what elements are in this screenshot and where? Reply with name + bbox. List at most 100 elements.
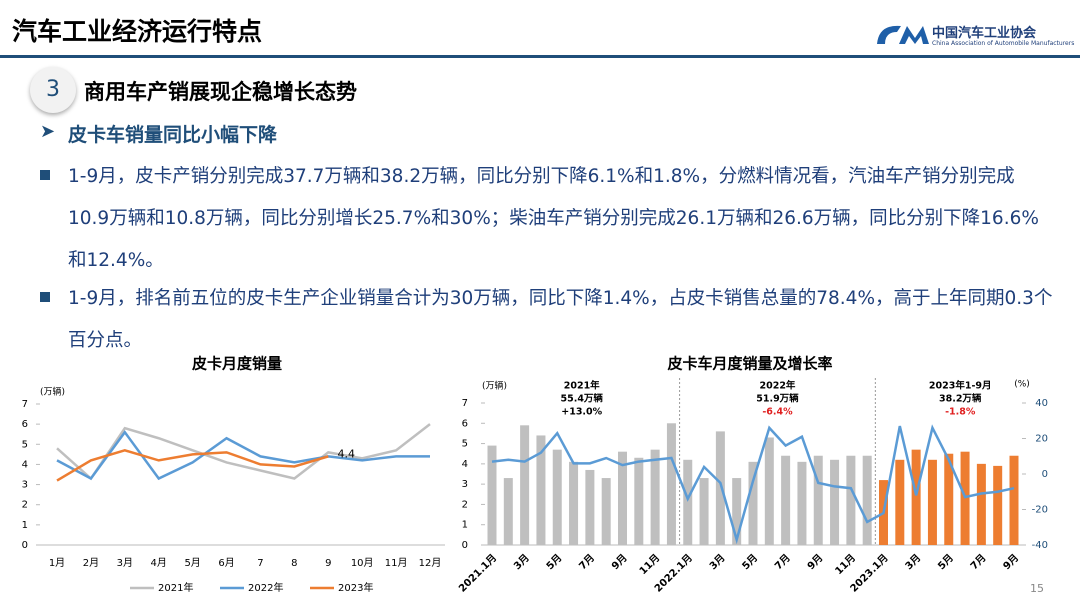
x-tick-label: 2月 (83, 557, 99, 569)
bar (715, 431, 725, 545)
line (56, 449, 329, 482)
annotation-year: 2022年 (759, 380, 795, 392)
growth-line (491, 424, 1015, 545)
annotation-growth: +13.0% (561, 407, 602, 418)
header-title: 汽车工业经济运行特点 (12, 17, 263, 46)
chart-title: 皮卡月度销量 (192, 355, 282, 373)
bar (993, 465, 1003, 545)
bar (781, 455, 791, 545)
x-tick-label: 3月 (707, 552, 727, 572)
page-number: 15 (1030, 582, 1044, 595)
x-tick-label: 7月 (772, 552, 792, 572)
bar (699, 478, 709, 545)
y-tick-label: 4 (22, 459, 28, 470)
y2-tick-label: 0 (1042, 469, 1048, 480)
bar (520, 425, 530, 545)
annotation-year: 2021年 (564, 380, 600, 392)
subheading: 皮卡车销量同比小幅下降 (68, 124, 278, 146)
y-axis-label: (万辆) (482, 380, 507, 392)
bar (830, 459, 840, 545)
y-axis-label: (万辆) (40, 386, 65, 398)
y-tick-label: 2 (22, 500, 28, 511)
data-label: 4.4 (338, 447, 356, 460)
x-tick-label: 3月 (903, 552, 923, 572)
x-tick-label: 5月 (740, 552, 760, 572)
logo-mark (877, 25, 929, 44)
bar (683, 459, 693, 545)
y-tick-label: 4 (462, 459, 468, 470)
y2-tick-label: 20 (1035, 434, 1048, 445)
bar (585, 469, 595, 545)
x-tick-label: 3月 (511, 552, 531, 572)
x-tick-label: 4月 (151, 557, 167, 569)
bullet-icon (40, 170, 50, 180)
legend-label: 2023年 (338, 581, 373, 594)
x-tick-label: 1月 (49, 557, 65, 569)
bar (927, 459, 937, 545)
bar (813, 455, 823, 545)
line (56, 423, 431, 481)
x-tick-label: 10月 (351, 557, 374, 569)
line (56, 430, 430, 481)
y-tick-label: 7 (22, 399, 28, 410)
subheading-arrow: ➤ (40, 121, 56, 142)
x-tick-label: 12月 (419, 557, 442, 569)
x-tick-label: 11月 (637, 552, 662, 577)
bar (976, 463, 986, 545)
logo-cn: 中国汽车工业协会 (932, 26, 1037, 41)
y-tick-label: 7 (462, 398, 468, 409)
y-tick-label: 3 (462, 479, 468, 490)
bar (862, 455, 872, 545)
legend-label: 2021年 (158, 581, 193, 594)
x-tick-label: 9月 (805, 552, 825, 572)
y-tick-label: 2 (462, 499, 468, 510)
logo-en: China Association of Automobile Manufact… (932, 40, 1075, 47)
bar (944, 453, 954, 545)
bar (536, 435, 546, 545)
x-tick-label: 7 (257, 558, 263, 569)
x-tick-label: 11月 (385, 557, 408, 569)
x-tick-label: 11月 (833, 552, 858, 577)
y2-tick-label: -40 (1032, 540, 1048, 551)
section-title: 商用车产销展现企稳增长态势 (84, 80, 357, 104)
bar (748, 461, 758, 545)
bullet: 1-9月，皮卡产销分别完成37.7万辆和38.2万辆，同比分别下降6.1%和1.… (68, 166, 1039, 271)
y-tick-label: 1 (462, 520, 468, 531)
bar (911, 449, 921, 545)
y-tick-label: 0 (22, 540, 28, 551)
x-tick-label: 7月 (968, 552, 988, 572)
bullet-icon (40, 292, 50, 302)
chart-title: 皮卡车月度销量及增长率 (667, 355, 832, 373)
y-tick-label: 0 (462, 540, 468, 551)
annotation-total: 38.2万辆 (939, 393, 982, 405)
bar (503, 478, 513, 545)
x-tick-label: 8 (291, 558, 297, 569)
x-tick-label: 2021.1月 (456, 552, 499, 595)
header-rule (0, 55, 1080, 58)
x-tick-label: 9 (325, 558, 331, 569)
annotation-total: 55.4万辆 (560, 393, 603, 405)
annotation-total: 51.9万辆 (756, 393, 799, 405)
annotation-growth: -1.8% (945, 407, 976, 418)
x-tick-label: 3月 (117, 557, 133, 569)
annotation-growth: -6.4% (762, 407, 793, 418)
y-tick-label: 6 (462, 418, 468, 429)
annotation-year: 2023年1-9月 (929, 380, 992, 392)
y2-axis-label: (%) (1014, 380, 1030, 390)
bar (895, 459, 905, 545)
y2-tick-label: -20 (1032, 505, 1048, 516)
y2-tick-label: 40 (1035, 398, 1048, 409)
bar (846, 455, 856, 545)
bar (634, 457, 644, 545)
legend-label: 2022年 (248, 581, 283, 594)
bullet: 1-9月，排名前五位的皮卡生产企业销量合计为30万辆，同比下降1.4%，占皮卡销… (68, 288, 1053, 351)
bar (552, 449, 562, 545)
y-tick-label: 3 (22, 480, 28, 491)
bar (601, 478, 611, 545)
x-tick-label: 7月 (577, 552, 597, 572)
bar (764, 437, 774, 545)
bar (1009, 455, 1019, 545)
y-tick-label: 5 (462, 439, 468, 450)
